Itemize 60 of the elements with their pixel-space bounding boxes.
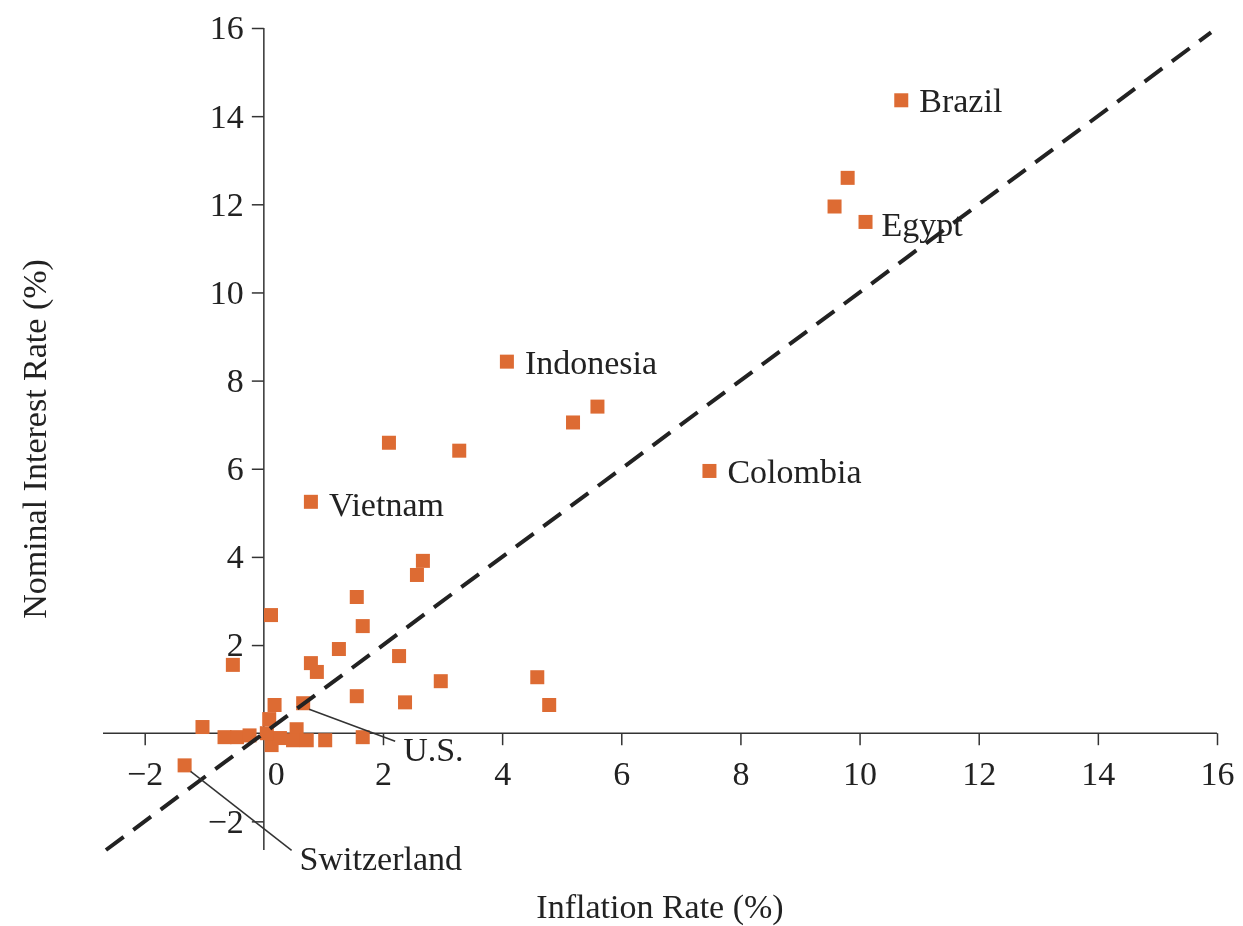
point (409, 567, 424, 582)
point (499, 354, 514, 369)
point (894, 93, 909, 108)
point (177, 758, 192, 773)
point (225, 657, 240, 672)
y-axis-title: Nominal Interest Rate (%) (16, 259, 54, 619)
x-tick-label: 6 (613, 755, 631, 793)
point (303, 494, 318, 509)
x-tick-label: 10 (843, 755, 878, 793)
point (349, 689, 364, 704)
annotation: U.S. (403, 731, 464, 769)
x-tick-label: 0 (267, 755, 285, 793)
point (590, 399, 605, 414)
annotation: Egypt (881, 205, 964, 243)
y-tick-label: 6 (226, 450, 244, 488)
point (318, 733, 333, 748)
point (827, 199, 842, 214)
point (309, 664, 324, 679)
annotation: Brazil (919, 82, 1003, 120)
y-tick-label: 4 (226, 538, 244, 576)
point (452, 443, 467, 458)
y-tick-label: 8 (226, 361, 244, 399)
point (195, 720, 210, 735)
point (530, 670, 545, 685)
x-tick-label: 2 (374, 755, 392, 793)
annotation: Vietnam (328, 485, 444, 523)
x-tick-label: 8 (732, 755, 750, 793)
point (299, 733, 314, 748)
x-axis-title: Inflation Rate (%) (536, 888, 784, 926)
y-tick-label: 10 (209, 273, 244, 311)
y-tick-label: 16 (209, 9, 244, 47)
point (355, 619, 370, 634)
point (263, 608, 278, 623)
y-tick-label: 14 (209, 97, 244, 135)
point (566, 415, 581, 430)
annotation: Indonesia (524, 343, 658, 381)
y-tick-label: 2 (226, 626, 244, 664)
point (398, 695, 413, 710)
x-tick-label: 12 (962, 755, 997, 793)
y-tick-label: −2 (207, 802, 244, 840)
point (858, 214, 873, 229)
annotation: Switzerland (299, 840, 463, 878)
point (433, 674, 448, 689)
x-tick-label: 14 (1081, 755, 1116, 793)
point (355, 730, 370, 745)
x-tick-label: 16 (1200, 755, 1235, 793)
point (702, 463, 717, 478)
point (262, 712, 277, 727)
point (415, 553, 430, 568)
y-tick-label: 12 (209, 185, 244, 223)
x-tick-label: 4 (494, 755, 512, 793)
point (381, 435, 396, 450)
point (267, 697, 282, 712)
point (542, 697, 557, 712)
point (349, 590, 364, 605)
point (840, 170, 855, 185)
annotation: Colombia (727, 452, 862, 490)
point (392, 649, 407, 664)
point (331, 642, 346, 657)
x-tick-label: −2 (127, 755, 164, 793)
